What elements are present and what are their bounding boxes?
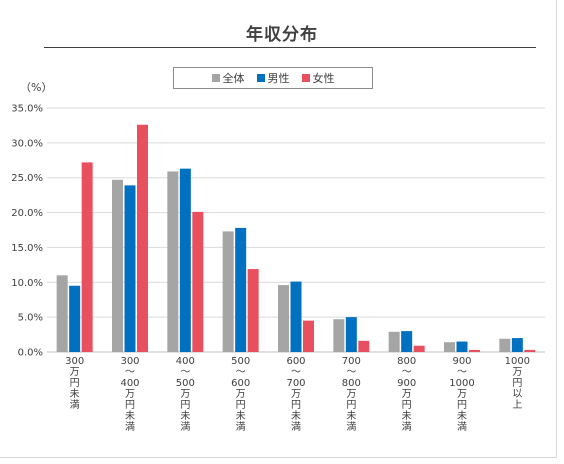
title-rule — [44, 47, 536, 48]
y-tick-label: 35.0% — [11, 104, 43, 115]
bar — [358, 340, 370, 352]
bar — [401, 331, 413, 352]
legend-item-all: 全体 — [211, 70, 245, 86]
bar — [247, 269, 259, 352]
bar — [524, 349, 536, 352]
x-tick-label: 500 ～ 600 万円未満 — [231, 356, 250, 433]
legend-label-female: 女性 — [312, 72, 335, 85]
legend-label-all: 全体 — [222, 72, 245, 85]
bar — [137, 124, 148, 352]
bar — [112, 179, 123, 352]
y-tick-label: 0.0% — [18, 348, 43, 359]
bar — [124, 185, 136, 352]
bar — [222, 231, 234, 352]
x-tick-label: 900 ～ 1000 万円未満 — [449, 356, 474, 433]
bar — [413, 345, 425, 352]
bar — [511, 338, 523, 352]
y-tick-label: 25.0% — [11, 173, 43, 184]
legend-swatch-female — [301, 74, 310, 82]
y-tick-label: 30.0% — [11, 138, 43, 149]
legend-swatch-all — [211, 74, 220, 82]
x-tick-label: 400 ～ 500 万円未満 — [176, 356, 195, 433]
bar — [179, 168, 191, 352]
chart-title: 年収分布 — [246, 25, 318, 45]
legend-item-female: 女性 — [301, 70, 335, 86]
bar — [192, 211, 204, 352]
x-tick-label: 700 ～ 800 万円未満 — [342, 356, 361, 433]
x-tick-label: 300 万円未満 — [65, 356, 84, 411]
bar — [69, 285, 81, 352]
bar — [303, 320, 314, 352]
x-tick-label: 800 ～ 900 万円未満 — [397, 356, 416, 433]
y-tick-label: 10.0% — [11, 278, 43, 289]
x-tick-label: 600 ～ 700 万円未満 — [286, 356, 305, 433]
bar — [56, 275, 68, 352]
bar — [290, 281, 302, 352]
y-tick-label: 5.0% — [18, 313, 43, 324]
bar — [278, 285, 289, 352]
bar — [469, 349, 480, 352]
bar — [333, 319, 345, 352]
legend-swatch-male — [256, 74, 265, 82]
bar — [499, 338, 511, 352]
x-tick-label: 300 ～ 400 万円未満 — [120, 356, 139, 433]
bar — [388, 331, 400, 352]
legend: 全体 男性 女性 — [173, 67, 373, 89]
legend-item-male: 男性 — [256, 70, 290, 86]
bar — [235, 227, 247, 352]
bar — [444, 342, 455, 352]
bar — [345, 317, 357, 352]
bar — [167, 171, 179, 352]
y-tick-label: 15.0% — [11, 243, 43, 254]
legend-label-male: 男性 — [267, 72, 290, 85]
y-tick-label: 20.0% — [11, 208, 43, 219]
bar — [81, 162, 93, 352]
x-tick-label: 1000 万円以上 — [505, 356, 530, 411]
y-axis-unit-label: （%） — [20, 81, 53, 94]
chart-frame — [0, 0, 557, 458]
bar — [456, 341, 468, 352]
